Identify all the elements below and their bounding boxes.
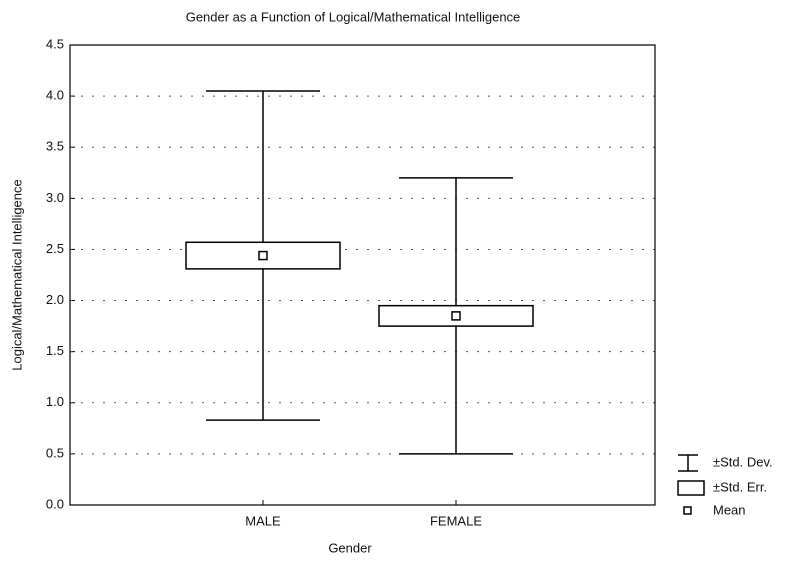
x-axis-label: Gender: [328, 540, 372, 555]
y-tick-label: 1.5: [46, 343, 64, 358]
y-tick-label: 1.0: [46, 394, 64, 409]
mean-marker: [258, 250, 268, 261]
x-tick-label: MALE: [245, 513, 281, 528]
y-axis-label: Logical/Mathematical Intelligence: [9, 179, 24, 371]
y-tick-label: 0.0: [46, 496, 64, 511]
legend-label: ±Std. Dev.: [713, 454, 773, 469]
legend-label: Mean: [713, 502, 746, 517]
y-tick-label: 2.0: [46, 292, 64, 307]
y-tick-label: 0.5: [46, 445, 64, 460]
y-tick-label: 2.5: [46, 241, 64, 256]
chart-title: Gender as a Function of Logical/Mathemat…: [186, 9, 521, 24]
legend-label: ±Std. Err.: [713, 479, 767, 494]
y-tick-label: 4.0: [46, 88, 64, 103]
y-tick-label: 4.5: [46, 36, 64, 51]
y-tick-label: 3.0: [46, 190, 64, 205]
legend-mean-icon: [683, 506, 692, 515]
plot-frame: [69, 44, 656, 506]
mean-marker: [451, 311, 461, 321]
y-tick-label: 3.5: [46, 139, 64, 154]
x-tick-label: FEMALE: [430, 513, 482, 528]
legend-se-icon: [677, 480, 705, 496]
